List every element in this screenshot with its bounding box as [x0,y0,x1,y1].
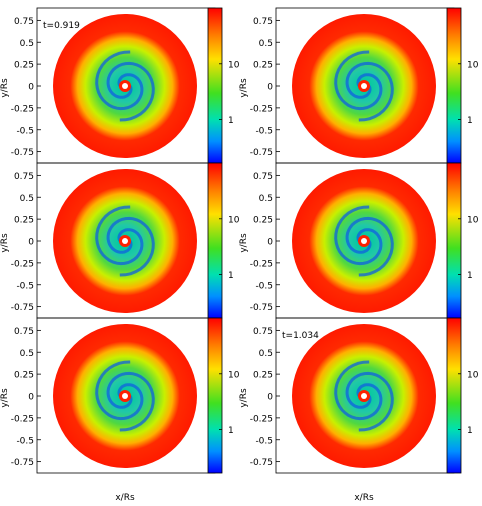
spiral-arm [95,360,144,421]
y-tick-label: 0.5 [259,349,273,359]
y-tick-label: -0.5 [16,436,34,446]
y-tick-label: -0.25 [11,104,34,114]
panel-4: 0.75 0.5 0.25 0 -0.25 -0.5 -0.75 y/Rs 10 1 [239,162,479,319]
panel-3: 0.75 0.5 0.25 0 -0.25 -0.5 -0.75 y/Rs 10 1 [0,162,240,319]
y-tick-label: 0.75 [14,327,34,337]
y-tick-label: -0.75 [11,148,34,158]
y-tick-label: -0.25 [250,414,273,424]
y-tick-label: 0.25 [14,216,34,226]
y-tick-label: -0.75 [250,148,273,158]
x-axis-label: x/Rs [115,493,135,503]
y-tick-label: 0.25 [253,371,273,381]
y-tick-label: 0.25 [14,371,34,381]
y-tick-label: -0.75 [11,303,34,313]
y-tick-label: 0.75 [14,17,34,27]
spiral-arm [334,205,383,266]
spiral-arm [345,61,394,122]
y-tick-label: -0.25 [11,414,34,424]
y-tick-label: 0.75 [14,172,34,182]
y-tick-label: 0.25 [14,61,34,71]
colorbar-tick-label: 10 [467,60,479,70]
y-tick-label: -0.25 [250,104,273,114]
colorbar-tick-label: 1 [228,271,234,281]
y-tick-label: 0.5 [20,194,34,204]
y-tick-label: 0.25 [253,61,273,71]
central-star [361,238,367,244]
y-tick-label: 0 [28,393,34,403]
colorbar-tick-label: 10 [228,60,240,70]
y-tick-label: 0.5 [259,194,273,204]
colorbar [446,317,462,474]
colorbar [446,162,462,319]
spiral-arm [106,61,155,122]
panel-6: 0.75 0.5 0.25 0 -0.25 -0.5 -0.75 y/Rs t=1.034 10 1… [239,317,479,503]
y-tick-label: 0.75 [253,17,273,27]
y-axis-label: y/Rs [0,233,10,253]
y-tick-label: -0.5 [255,126,273,136]
y-tick-label: -0.5 [255,281,273,291]
colorbar-tick-label: 10 [467,215,479,225]
y-tick-label: 0 [267,238,273,248]
panel-5: 0.75 0.5 0.25 0 -0.25 -0.5 -0.75 y/Rs 10 1 x/Rs [0,317,240,503]
colorbar-tick-label: 1 [467,116,473,126]
y-tick-label: -0.5 [16,281,34,291]
colorbar-tick-label: 1 [467,426,473,436]
y-axis-label: y/Rs [0,388,10,408]
spiral-arm [106,371,155,432]
central-star [122,393,128,399]
y-tick-label: 0.5 [20,349,34,359]
colorbar-tick-label: 1 [228,426,234,436]
spiral-arm [334,360,383,421]
y-tick-label: -0.25 [250,259,273,269]
y-tick-label: 0.75 [253,327,273,337]
y-tick-label: 0 [267,83,273,93]
y-tick-label: -0.75 [11,458,34,468]
colorbar-tick-label: 10 [228,370,240,380]
colorbar-tick-label: 1 [467,271,473,281]
y-tick-label: 0 [267,393,273,403]
time-annotation: t=0.919 [43,21,80,31]
y-tick-label: -0.75 [250,303,273,313]
central-star [361,393,367,399]
colorbar [446,7,462,164]
panel-1: 0.75 0.5 0.25 0 -0.25 -0.5 -0.75 y/Rs t=0.919 10 1 [0,7,240,164]
spiral-arm [95,50,144,111]
colorbar-tick-label: 10 [467,370,479,380]
y-tick-label: 0 [28,238,34,248]
central-star [122,238,128,244]
colorbar-tick-label: 10 [228,215,240,225]
y-tick-label: 0.5 [259,39,273,49]
y-axis-label: y/Rs [239,78,249,98]
y-tick-label: -0.75 [250,458,273,468]
spiral-arm [345,216,394,277]
panel-2: 0.75 0.5 0.25 0 -0.25 -0.5 -0.75 y/Rs 10 1 [239,7,479,164]
y-axis-label: y/Rs [239,233,249,253]
y-tick-label: 0.75 [253,172,273,182]
spiral-arm [345,371,394,432]
colorbar [207,162,223,319]
colorbar [207,7,223,164]
y-tick-label: -0.5 [16,126,34,136]
y-tick-label: 0 [28,83,34,93]
spiral-arm [334,50,383,111]
y-axis-label: y/Rs [239,388,249,408]
y-tick-label: -0.25 [11,259,34,269]
y-tick-label: 0.25 [253,216,273,226]
y-tick-label: -0.5 [255,436,273,446]
colorbar-tick-label: 1 [228,116,234,126]
colorbar [207,317,223,474]
x-axis-label: x/Rs [354,493,374,503]
spiral-arm [106,216,155,277]
central-star [361,83,367,89]
time-annotation: t=1.034 [282,331,319,341]
y-axis-label: y/Rs [0,78,10,98]
y-tick-label: 0.5 [20,39,34,49]
spiral-arm [95,205,144,266]
central-star [122,83,128,89]
